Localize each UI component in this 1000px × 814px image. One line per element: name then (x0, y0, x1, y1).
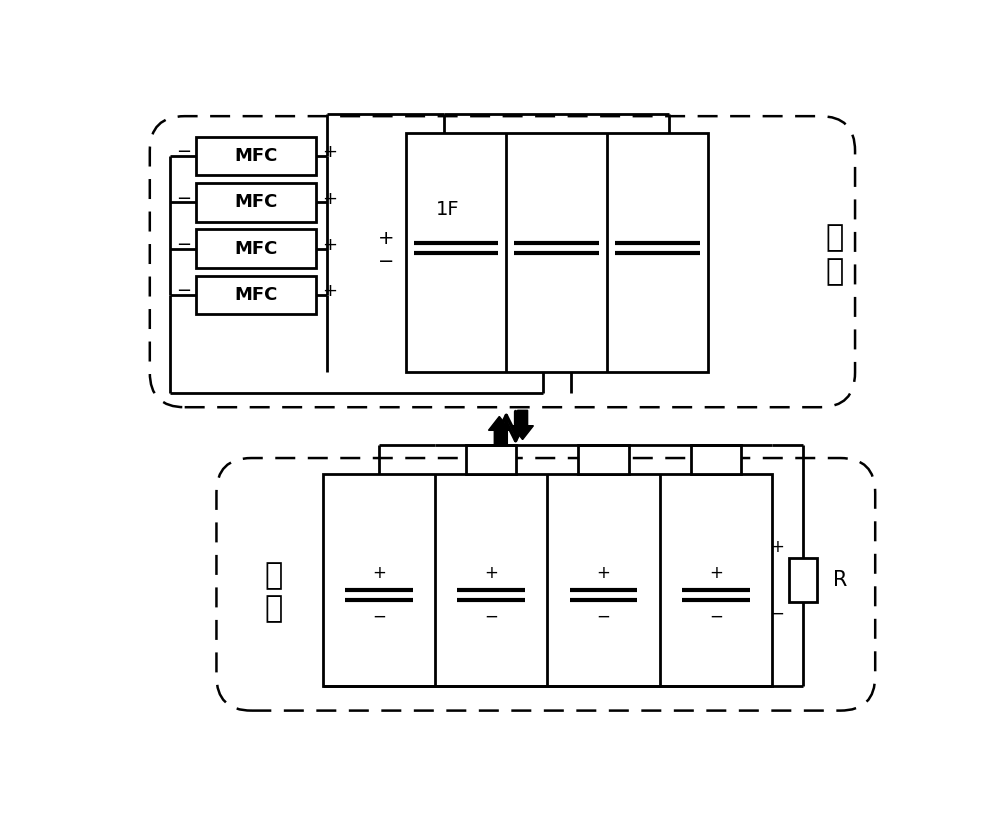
Text: MFC: MFC (235, 286, 278, 304)
Text: −: − (176, 143, 191, 161)
Bar (789, 558, 817, 602)
Text: 放
电: 放 电 (265, 561, 283, 624)
Text: R: R (833, 570, 847, 590)
Text: +: + (709, 564, 723, 582)
Bar (323, 475, 772, 686)
Text: 充
电: 充 电 (825, 224, 843, 286)
Bar (196, 276, 316, 314)
Text: +: + (372, 564, 386, 582)
Text: 1F: 1F (436, 199, 460, 219)
Text: −: − (176, 236, 191, 254)
Text: −: − (176, 282, 191, 300)
Text: +: + (322, 236, 337, 254)
Text: −: − (176, 190, 191, 208)
Bar (196, 137, 316, 176)
Bar (196, 183, 316, 221)
Text: MFC: MFC (235, 147, 278, 165)
Bar (691, 445, 741, 475)
Text: −: − (378, 252, 394, 271)
Text: +: + (378, 230, 394, 248)
FancyArrow shape (512, 410, 533, 440)
Text: MFC: MFC (235, 239, 278, 257)
Text: −: − (372, 607, 386, 625)
Text: −: − (709, 607, 723, 625)
Text: −: − (484, 607, 498, 625)
FancyArrow shape (488, 417, 510, 446)
Text: −: − (597, 607, 610, 625)
Text: −: − (771, 604, 784, 622)
Text: +: + (322, 143, 337, 161)
Text: +: + (322, 190, 337, 208)
Text: +: + (771, 538, 784, 556)
Text: MFC: MFC (235, 194, 278, 212)
Text: +: + (322, 282, 337, 300)
Bar (196, 230, 316, 268)
Text: +: + (597, 564, 610, 582)
Text: +: + (484, 564, 498, 582)
Bar (578, 445, 629, 475)
Bar (406, 133, 708, 372)
Bar (466, 445, 516, 475)
